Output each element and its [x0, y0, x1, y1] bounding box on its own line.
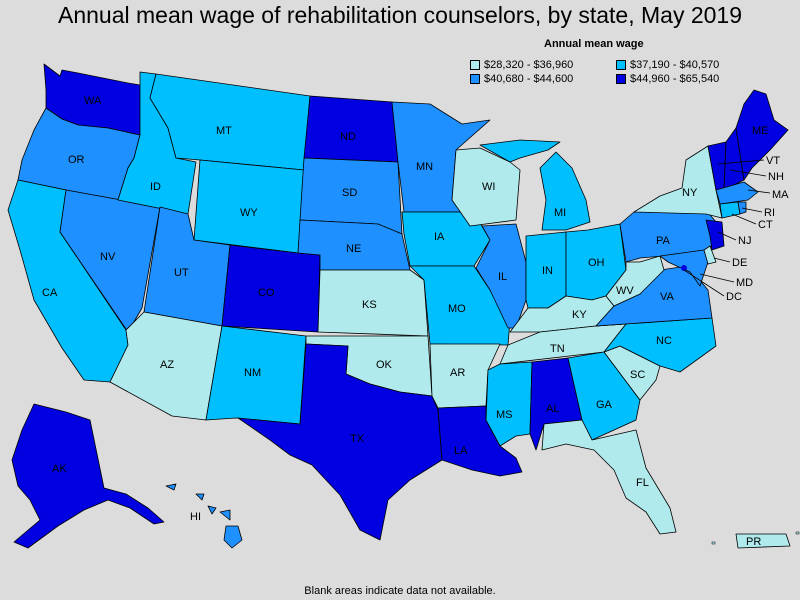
legend-swatch	[470, 60, 480, 70]
label-OH: OH	[588, 257, 605, 269]
label-MO: MO	[448, 303, 466, 315]
label-SC: SC	[630, 369, 645, 381]
state-NC[interactable]	[595, 317, 717, 373]
legend-title: Annual mean wage	[544, 38, 644, 50]
legend-item-bin-0: $28,320 - $36,960	[470, 59, 616, 71]
label-IN: IN	[542, 265, 553, 277]
legend-label: $28,320 - $36,960	[484, 59, 574, 71]
label-DE: DE	[732, 257, 747, 269]
label-CA: CA	[42, 287, 58, 299]
label-NV: NV	[100, 251, 116, 263]
label-KS: KS	[362, 299, 377, 311]
label-AK: AK	[52, 463, 67, 475]
label-NJ: NJ	[738, 235, 751, 247]
legend-item-bin-1: $37,190 - $40,570	[616, 59, 736, 71]
state-NY[interactable]	[633, 145, 723, 219]
label-NC: NC	[656, 335, 672, 347]
label-MN: MN	[416, 161, 433, 173]
label-PA: PA	[656, 235, 671, 247]
label-AL: AL	[546, 403, 559, 415]
label-RI: RI	[764, 207, 775, 219]
legend-label: $44,960 - $65,540	[630, 73, 720, 85]
state-AK[interactable]	[11, 403, 165, 549]
label-AR: AR	[450, 367, 465, 379]
state-MI[interactable]	[479, 139, 591, 231]
state-labels: WA OR CA NV ID MT WY UT AZ NM CO ND SD N…	[42, 95, 789, 548]
label-VA: VA	[660, 291, 675, 303]
label-NH: NH	[768, 171, 784, 183]
label-SD: SD	[342, 187, 357, 199]
label-MI: MI	[554, 207, 566, 219]
label-GA: GA	[596, 399, 613, 411]
legend: Annual mean wage $28,320 - $36,960 $37,1…	[470, 38, 719, 85]
state-MS[interactable]	[485, 361, 533, 447]
label-ME: ME	[752, 125, 769, 137]
legend-swatch	[616, 60, 626, 70]
label-AZ: AZ	[160, 359, 174, 371]
label-IL: IL	[498, 271, 507, 283]
label-NY: NY	[682, 187, 698, 199]
label-PR: PR	[746, 536, 761, 548]
label-ND: ND	[340, 131, 356, 143]
label-CT: CT	[758, 219, 773, 231]
state-TX[interactable]	[237, 343, 443, 541]
state-IL[interactable]	[475, 223, 527, 329]
label-NM: NM	[244, 367, 261, 379]
label-FL: FL	[636, 477, 649, 489]
footer-note: Blank areas indicate data not available.	[304, 585, 496, 597]
label-TX: TX	[350, 433, 365, 445]
label-KY: KY	[572, 309, 587, 321]
legend-item-bin-3: $44,960 - $65,540	[616, 73, 736, 85]
state-DE[interactable]	[703, 245, 717, 265]
label-MT: MT	[216, 125, 232, 137]
state-FL[interactable]	[541, 419, 677, 535]
label-MA: MA	[772, 189, 789, 201]
map-title: Annual mean wage of rehabilitation couns…	[57, 2, 743, 28]
label-OR: OR	[68, 154, 85, 166]
state-KS[interactable]	[317, 269, 429, 337]
island-dot	[795, 531, 800, 535]
label-LA: LA	[454, 445, 468, 457]
state-HI[interactable]	[165, 483, 243, 549]
leader-lines	[683, 159, 771, 297]
legend-item-bin-2: $40,680 - $44,600	[470, 73, 616, 85]
label-VT: VT	[766, 155, 780, 167]
state-CT[interactable]	[719, 201, 741, 219]
state-DC[interactable]	[681, 265, 687, 271]
legend-label: $40,680 - $44,600	[484, 73, 574, 85]
state-WI[interactable]	[451, 147, 521, 227]
label-MS: MS	[496, 409, 513, 421]
label-WV: WV	[616, 285, 634, 297]
label-NE: NE	[346, 243, 361, 255]
label-MD: MD	[736, 277, 753, 289]
label-WY: WY	[240, 207, 258, 219]
state-ME[interactable]	[735, 89, 789, 181]
state-MA[interactable]	[715, 181, 759, 205]
legend-swatch	[470, 74, 480, 84]
state-MO[interactable]	[409, 265, 511, 346]
label-WI: WI	[482, 181, 495, 193]
label-HI: HI	[190, 511, 201, 523]
label-TN: TN	[550, 343, 565, 355]
state-ND[interactable]	[303, 95, 399, 163]
label-UT: UT	[174, 267, 189, 279]
label-IA: IA	[434, 231, 445, 243]
state-PR[interactable]	[735, 533, 791, 549]
label-OK: OK	[376, 359, 393, 371]
label-ID: ID	[150, 181, 161, 193]
island-dot	[711, 541, 716, 545]
label-CO: CO	[258, 287, 275, 299]
label-WA: WA	[84, 95, 102, 107]
label-DC: DC	[726, 291, 742, 303]
legend-swatch	[616, 74, 626, 84]
state-NJ[interactable]	[705, 219, 725, 251]
legend-label: $37,190 - $40,570	[630, 59, 720, 71]
